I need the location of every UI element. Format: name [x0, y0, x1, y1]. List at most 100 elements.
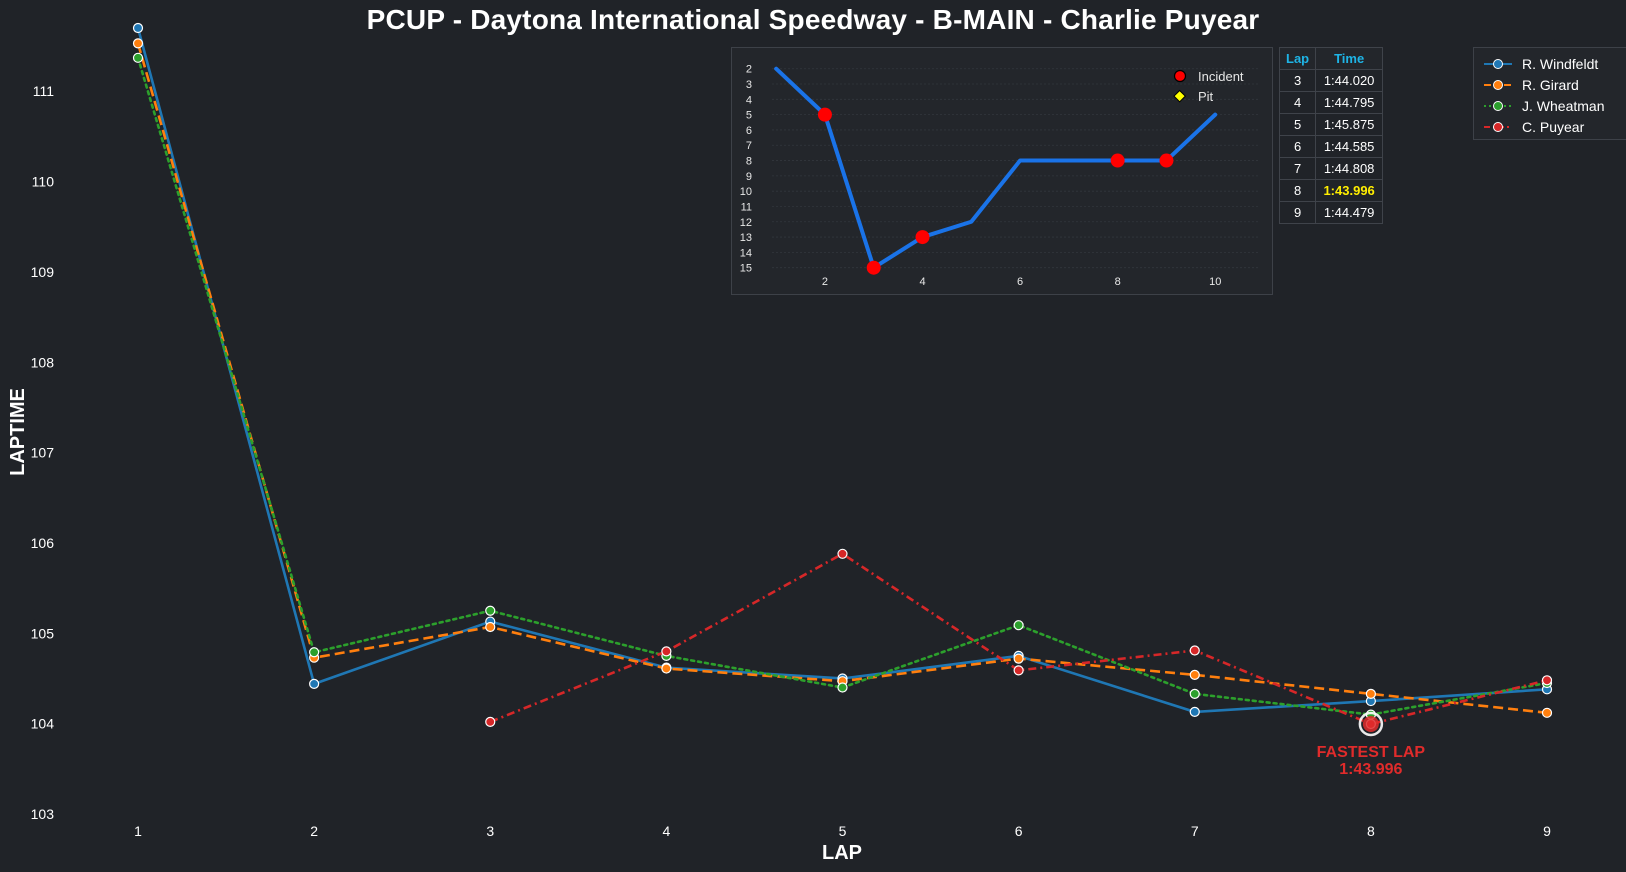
data-point [837, 548, 848, 559]
inset-gridlines [772, 68, 1260, 269]
lap-cell: 7 [1278, 157, 1317, 180]
inset-x-tick-label: 2 [822, 276, 828, 288]
inset-y-tick-label: 6 [746, 125, 752, 137]
lap-cell: 9 [1278, 201, 1317, 224]
incident-marker [915, 230, 930, 245]
table-row: 5 1:45.875 [1278, 113, 1384, 136]
data-point [837, 682, 848, 693]
time-cell: 1:44.808 [1315, 157, 1384, 180]
inset-x-tick-label: 6 [1017, 276, 1023, 288]
pit-legend-label: Pit [1198, 89, 1214, 104]
inset-y-tick-label: 3 [746, 79, 752, 91]
inset-x-tick-label: 4 [919, 276, 925, 288]
data-point [309, 678, 320, 690]
legend-label: R. Girard [1522, 77, 1579, 93]
y-tick-label: 109 [31, 264, 55, 280]
inset-y-tick-label: 4 [746, 94, 752, 106]
inset-x-tick-label: 8 [1115, 276, 1121, 288]
lap-times-table: Lap Time 3 1:44.020 4 1:44.795 5 1:45.875 6… [1278, 47, 1384, 224]
data-point [132, 22, 144, 34]
inset-y-tick-label: 2 [746, 64, 752, 76]
data-point [1541, 707, 1553, 718]
data-point [1541, 675, 1553, 686]
data-point [485, 716, 496, 727]
y-axis-ticks: 103 104 105 106 107 108 109 110 111 [31, 83, 55, 822]
legend-marker [1493, 122, 1503, 132]
data-point [1013, 620, 1024, 631]
x-tick-label: 7 [1191, 823, 1199, 839]
x-tick-label: 9 [1543, 823, 1551, 839]
x-tick-label: 1 [134, 823, 142, 839]
lap-cell: 5 [1278, 113, 1317, 136]
data-point [309, 647, 320, 658]
data-point [1189, 706, 1200, 718]
inset-y-tick-label: 13 [740, 232, 752, 244]
y-tick-label: 110 [32, 174, 55, 190]
fastest-lap-ring [1358, 711, 1384, 737]
incident-marker [817, 107, 832, 122]
inset-x-tick-label: 10 [1209, 276, 1221, 288]
x-tick-label: 2 [310, 823, 318, 839]
fastest-lap-label: FASTEST LAP [1317, 744, 1426, 761]
legend-marker [1493, 80, 1503, 90]
legend-marker [1493, 101, 1503, 111]
y-tick-label: 103 [31, 806, 55, 822]
fastest-lap-time: 1:43.996 [1339, 761, 1402, 778]
legend-item-wheatman: J. Wheatman [1484, 98, 1604, 114]
data-point [661, 646, 672, 657]
incident-marker [1110, 153, 1125, 168]
data-point [661, 663, 672, 674]
lap-column-header: Lap [1278, 47, 1317, 70]
legend-marker [1493, 59, 1503, 69]
data-point [485, 621, 496, 633]
table-row: 9 1:44.479 [1278, 201, 1384, 224]
lap-cell: 3 [1278, 69, 1317, 92]
inset-y-tick-label: 12 [740, 217, 752, 229]
data-point [1189, 688, 1200, 699]
time-cell: 1:44.479 [1315, 201, 1384, 224]
data-point [132, 38, 144, 49]
inset-y-tick-label: 9 [746, 171, 752, 183]
time-column-header: Time [1315, 47, 1384, 70]
data-point [485, 605, 496, 616]
inset-position-polyline [774, 66, 1218, 270]
lap-cell: 8 [1278, 179, 1317, 202]
legend-label: R. Windfeldt [1522, 56, 1598, 72]
series-line-3 [489, 552, 1548, 726]
legend-label: J. Wheatman [1522, 98, 1604, 114]
y-tick-label: 104 [31, 716, 55, 732]
time-cell: 1:44.585 [1315, 135, 1384, 158]
inset-y-tick-label: 10 [740, 186, 752, 198]
incident-marker [1159, 153, 1174, 168]
fastest-lap-highlight [1358, 711, 1384, 737]
lap-cell: 4 [1278, 91, 1317, 114]
y-tick-label: 111 [33, 83, 54, 99]
y-tick-label: 108 [31, 354, 55, 370]
inset-y-tick-label: 11 [741, 201, 752, 213]
y-axis-title: LAPTIME [7, 388, 29, 476]
incident-legend-marker [1173, 69, 1187, 83]
data-point [1013, 665, 1024, 676]
x-tick-label: 8 [1367, 823, 1375, 839]
chart-title: PCUP - Daytona International Speedway - … [366, 4, 1260, 35]
inset-y-tick-label: 7 [746, 140, 752, 152]
inset-y-tick-label: 14 [740, 247, 752, 259]
time-cell: 1:44.020 [1315, 69, 1384, 92]
incident-marker [866, 260, 881, 275]
table-row: 6 1:44.585 [1278, 135, 1384, 158]
table-row: 3 1:44.020 [1278, 69, 1384, 92]
inset-y-tick-label: 5 [746, 110, 752, 122]
x-axis-title: LAP [822, 842, 862, 864]
data-point [1365, 688, 1376, 699]
inset-y-ticks: 2 3 4 5 6 7 8 9 10 11 12 13 14 15 [740, 64, 752, 275]
inset-x-ticks: 2 4 6 8 10 [822, 276, 1221, 288]
x-tick-label: 3 [486, 823, 494, 839]
table-row: 4 1:44.795 [1278, 91, 1384, 114]
inset-position-line [774, 66, 1218, 275]
inset-y-tick-label: 15 [740, 263, 752, 275]
table-row: 8 1:43.996 [1278, 179, 1384, 202]
legend-item-girard: R. Girard [1484, 77, 1579, 93]
data-point [1189, 645, 1200, 656]
inset-legend: Incident Pit [1173, 69, 1244, 104]
